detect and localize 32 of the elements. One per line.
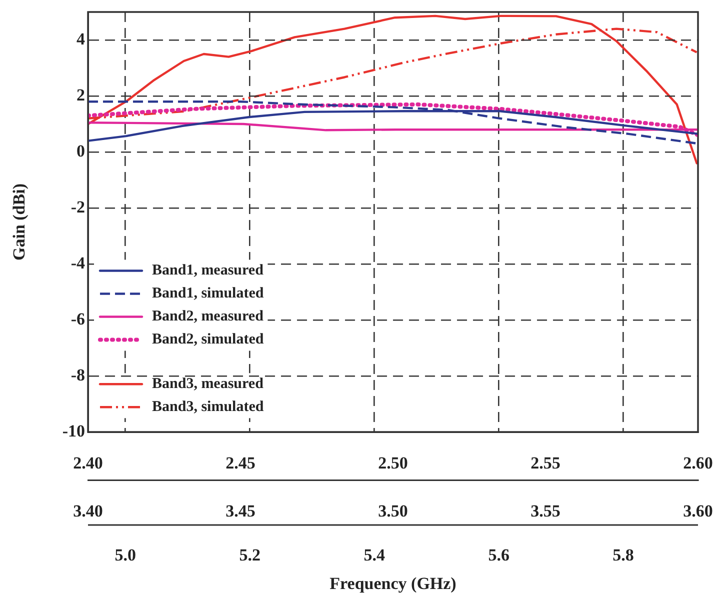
x2-tick-label: 3.45: [226, 502, 256, 521]
x-tick-label: 2.45: [226, 454, 256, 473]
x-tick-label: 2.40: [73, 454, 103, 473]
x-axis-title: Frequency (GHz): [330, 574, 456, 594]
y-tick-label: -8: [70, 365, 85, 384]
x-tick-label: 5.2: [239, 546, 260, 565]
legend-label: Band3, measured: [152, 376, 264, 392]
x2-tick-label: 3.50: [378, 502, 408, 521]
y-tick-label: 0: [76, 141, 85, 160]
legend-label: Band2, simulated: [152, 332, 264, 348]
y-tick-label: -4: [70, 253, 86, 272]
x2-tick-label: 3.55: [530, 502, 560, 521]
legend-label: Band1, simulated: [152, 286, 264, 302]
y-tick-label: -10: [62, 421, 85, 440]
x-tick-label: 5.0: [114, 546, 136, 565]
y-axis-title: Gain (dBi): [10, 184, 29, 260]
x-tick-label: 5.6: [488, 546, 510, 565]
x2-tick-label: 3.60: [683, 502, 713, 521]
x-tick-label: 2.50: [378, 454, 408, 473]
x-tick-label: 2.60: [683, 454, 713, 473]
x-tick-label: 2.55: [530, 454, 560, 473]
y-tick-label: 2: [76, 85, 85, 104]
x-tick-label: 5.4: [364, 546, 386, 565]
x-tick-label: 5.8: [612, 546, 634, 565]
y-tick-label: -2: [70, 197, 85, 216]
y-tick-label: -6: [70, 309, 85, 328]
legend-label: Band3, simulated: [152, 398, 264, 415]
line-series: [88, 100, 698, 145]
x2-tick-label: 3.40: [73, 502, 103, 521]
legend-label: Band2, measured: [152, 308, 264, 325]
y-tick-label: 4: [76, 29, 86, 48]
legend-label: Band1, measured: [152, 262, 264, 279]
